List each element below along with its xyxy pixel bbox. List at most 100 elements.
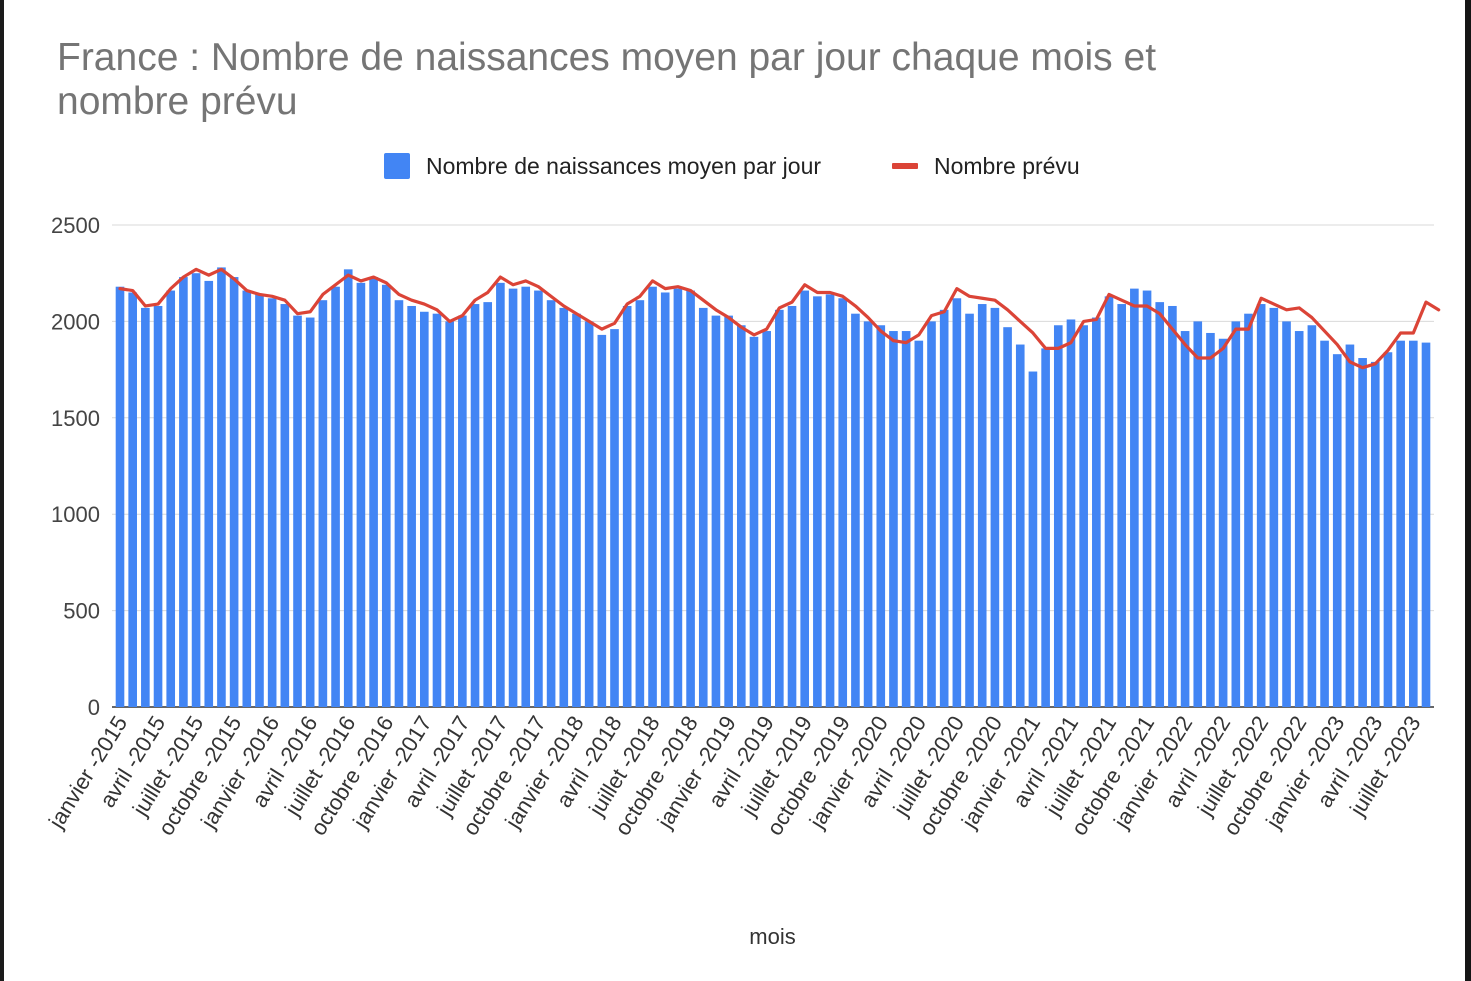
bar[interactable] bbox=[1244, 313, 1253, 707]
bar[interactable] bbox=[242, 290, 252, 707]
bar[interactable] bbox=[280, 304, 290, 707]
bar[interactable] bbox=[343, 269, 353, 707]
bar[interactable] bbox=[686, 290, 695, 707]
bar[interactable] bbox=[1155, 302, 1165, 707]
bar[interactable] bbox=[1104, 296, 1114, 707]
bar[interactable] bbox=[267, 298, 277, 707]
bar[interactable] bbox=[1206, 332, 1215, 707]
bar[interactable] bbox=[876, 325, 886, 707]
bar[interactable] bbox=[610, 329, 619, 707]
bar[interactable] bbox=[394, 300, 404, 707]
bar[interactable] bbox=[813, 296, 822, 707]
bar[interactable] bbox=[217, 267, 226, 707]
bar[interactable] bbox=[914, 340, 924, 707]
bar[interactable] bbox=[153, 305, 163, 707]
bar[interactable] bbox=[483, 302, 493, 707]
bar[interactable] bbox=[407, 305, 416, 707]
bar[interactable] bbox=[597, 334, 607, 707]
bar[interactable] bbox=[546, 300, 556, 707]
bar[interactable] bbox=[927, 321, 936, 707]
bar[interactable] bbox=[179, 277, 188, 707]
bar[interactable] bbox=[635, 300, 645, 707]
bar[interactable] bbox=[115, 286, 125, 707]
bar[interactable] bbox=[1142, 290, 1152, 707]
bar[interactable] bbox=[673, 288, 683, 707]
bar[interactable] bbox=[419, 311, 429, 707]
bar[interactable] bbox=[1345, 344, 1355, 707]
bar[interactable] bbox=[724, 315, 733, 707]
bar[interactable] bbox=[863, 321, 873, 707]
bar[interactable] bbox=[229, 277, 239, 707]
bar[interactable] bbox=[458, 315, 467, 707]
bar[interactable] bbox=[1409, 340, 1418, 707]
bar[interactable] bbox=[939, 309, 949, 707]
bar[interactable] bbox=[1066, 319, 1076, 707]
legend-item-line[interactable]: Nombre prévu bbox=[892, 146, 1080, 186]
bar[interactable] bbox=[204, 280, 214, 707]
bar[interactable] bbox=[1231, 321, 1241, 707]
bar[interactable] bbox=[977, 304, 987, 707]
bar[interactable] bbox=[622, 305, 632, 707]
bar[interactable] bbox=[1053, 325, 1063, 707]
bar[interactable] bbox=[508, 288, 518, 707]
bar[interactable] bbox=[572, 313, 581, 707]
forecast-line[interactable] bbox=[118, 267, 1441, 370]
bar[interactable] bbox=[1256, 304, 1266, 707]
bar[interactable] bbox=[1180, 331, 1190, 707]
bar[interactable] bbox=[711, 315, 721, 707]
bar[interactable] bbox=[736, 325, 746, 707]
bar[interactable] bbox=[521, 286, 531, 707]
bar[interactable] bbox=[1092, 317, 1101, 707]
bar[interactable] bbox=[1041, 348, 1050, 707]
bar[interactable] bbox=[965, 313, 974, 707]
bar[interactable] bbox=[1218, 338, 1228, 707]
bar[interactable] bbox=[470, 304, 480, 707]
legend-item-bars[interactable]: Nombre de naissances moyen par jour bbox=[384, 146, 821, 186]
bar[interactable] bbox=[648, 286, 657, 707]
bar[interactable] bbox=[1117, 304, 1127, 707]
bar[interactable] bbox=[698, 307, 708, 707]
bar[interactable] bbox=[1130, 288, 1139, 707]
bar[interactable] bbox=[584, 321, 594, 707]
bar[interactable] bbox=[445, 321, 454, 707]
bar[interactable] bbox=[838, 298, 848, 707]
bar[interactable] bbox=[1015, 344, 1025, 707]
bar[interactable] bbox=[1079, 325, 1088, 707]
bar[interactable] bbox=[787, 305, 797, 707]
bar[interactable] bbox=[331, 286, 340, 707]
bar[interactable] bbox=[1294, 331, 1304, 707]
bar[interactable] bbox=[496, 282, 505, 707]
bar[interactable] bbox=[356, 282, 366, 707]
bar[interactable] bbox=[1269, 307, 1279, 707]
bar[interactable] bbox=[305, 317, 315, 707]
bar[interactable] bbox=[318, 300, 328, 707]
bar[interactable] bbox=[1282, 321, 1291, 707]
bar[interactable] bbox=[559, 307, 569, 707]
bar[interactable] bbox=[369, 277, 378, 707]
bar[interactable] bbox=[1421, 342, 1431, 707]
bar[interactable] bbox=[191, 273, 201, 707]
bar[interactable] bbox=[255, 294, 264, 707]
bar[interactable] bbox=[1370, 361, 1380, 707]
bar[interactable] bbox=[762, 331, 771, 707]
bar[interactable] bbox=[293, 315, 302, 707]
bar[interactable] bbox=[1332, 354, 1342, 707]
bar[interactable] bbox=[534, 290, 543, 707]
bar[interactable] bbox=[166, 290, 176, 707]
bar[interactable] bbox=[1003, 327, 1012, 707]
bar[interactable] bbox=[749, 336, 759, 707]
bar[interactable] bbox=[381, 284, 391, 707]
bar[interactable] bbox=[128, 292, 137, 707]
bar[interactable] bbox=[1193, 321, 1203, 707]
bar[interactable] bbox=[1307, 325, 1317, 707]
bar[interactable] bbox=[1383, 352, 1393, 707]
bar[interactable] bbox=[660, 292, 670, 707]
bar[interactable] bbox=[775, 309, 784, 707]
bar[interactable] bbox=[141, 307, 150, 707]
bar[interactable] bbox=[432, 313, 442, 707]
bar[interactable] bbox=[800, 290, 810, 707]
bar[interactable] bbox=[952, 298, 962, 707]
bar[interactable] bbox=[889, 331, 898, 707]
bar[interactable] bbox=[1028, 371, 1038, 707]
bar[interactable] bbox=[825, 294, 835, 707]
